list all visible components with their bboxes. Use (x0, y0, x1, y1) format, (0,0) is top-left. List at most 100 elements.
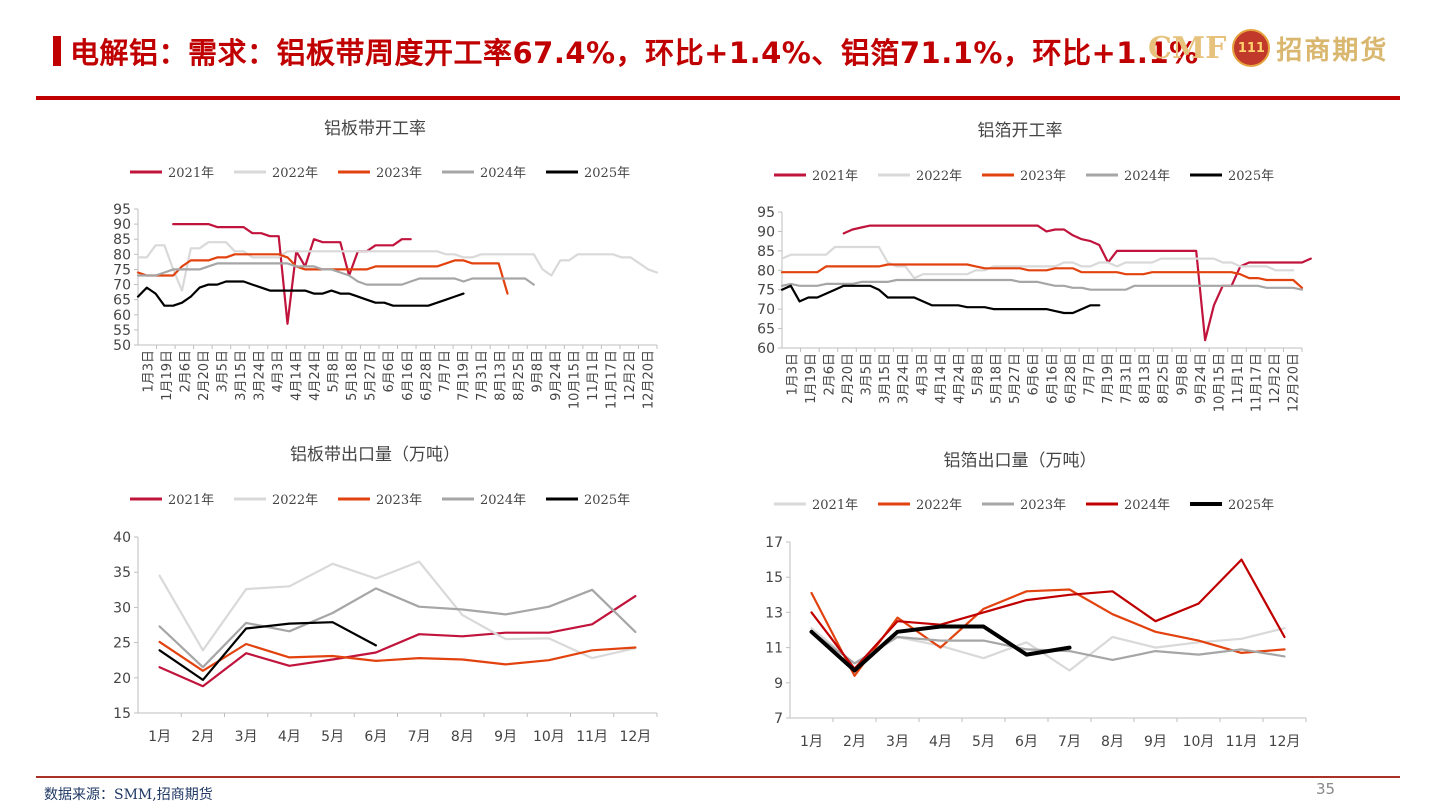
legend-label: 2022年 (272, 493, 318, 508)
chart-foil-operating-rate: 铝箔开工率 2021年 2022年 2023年 2024年 2025年 60 65 70 75 80… (740, 110, 1320, 440)
series-line (158, 621, 377, 681)
x-tick-label: 2月6日 (822, 353, 837, 396)
legend-label: 2025年 (584, 493, 630, 508)
x-tick-label: 2月 (843, 734, 866, 750)
y-tick-label: 15 (765, 570, 783, 586)
x-tick-label: 5月8日 (327, 350, 342, 393)
x-tick-label: 4月3日 (915, 353, 930, 396)
series-line (780, 278, 1304, 291)
x-tick-label: 12月 (1269, 734, 1301, 750)
x-tick-label: 8月 (451, 729, 474, 745)
x-tick-label: 10月 (533, 729, 565, 745)
legend-label: 2021年 (168, 493, 214, 508)
x-tick-label: 4月 (929, 734, 952, 750)
logo-badge-icon: 111 (1232, 29, 1271, 67)
x-tick-label: 3月15日 (234, 350, 249, 401)
y-tick-label: 9 (774, 676, 783, 692)
series-line (172, 223, 412, 325)
y-tick-label: 50 (113, 338, 131, 354)
x-tick-label: 8月13日 (1138, 353, 1153, 404)
x-tick-label: 5月 (972, 734, 995, 750)
x-tick-label: 6月28日 (1064, 353, 1079, 404)
legend-label: 2025年 (584, 166, 630, 181)
x-tick-label: 11月17日 (605, 350, 620, 409)
x-tick-label: 12月2日 (623, 350, 638, 401)
x-tick-label: 5月 (321, 729, 344, 745)
y-tick-label: 60 (757, 341, 775, 357)
series-line (780, 245, 1295, 280)
series-line (810, 558, 1286, 670)
x-tick-label: 2月 (191, 729, 214, 745)
y-tick-label: 13 (765, 605, 783, 621)
x-tick-label: 5月27日 (364, 350, 379, 401)
x-tick-label: 3月24日 (897, 353, 912, 404)
y-tick-label: 95 (757, 205, 775, 221)
x-tick-label: 8月25日 (512, 350, 527, 401)
x-tick-label: 4月14日 (290, 350, 305, 401)
x-tick-label: 1月19日 (160, 350, 175, 401)
y-tick-label: 65 (757, 322, 775, 338)
y-tick-label: 85 (113, 232, 131, 248)
legend-label: 2021年 (812, 498, 858, 513)
x-tick-label: 7月31日 (475, 350, 490, 401)
x-tick-label: 7月31日 (1120, 353, 1135, 404)
legend-label: 2024年 (480, 166, 526, 181)
y-tick-label: 95 (113, 202, 131, 218)
company-logo: CMF 111 招商期货 (1148, 26, 1388, 70)
y-tick-label: 35 (113, 565, 131, 581)
y-tick-label: 17 (765, 535, 783, 551)
x-tick-label: 3月 (886, 734, 909, 750)
x-tick-label: 2月6日 (178, 350, 193, 393)
series-line (158, 560, 637, 660)
x-tick-label: 5月18日 (345, 350, 360, 401)
logo-cmf-text: CMF (1148, 30, 1227, 66)
x-tick-label: 6月 (1015, 734, 1038, 750)
x-tick-label: 1月 (148, 729, 171, 745)
y-tick-label: 25 (113, 636, 131, 652)
x-tick-label: 12月20日 (642, 350, 657, 409)
x-tick-label: 1月3日 (141, 350, 156, 393)
x-tick-label: 11月 (1226, 734, 1258, 750)
x-tick-label: 5月8日 (971, 353, 986, 396)
x-tick-label: 4月 (278, 729, 301, 745)
y-tick-label: 20 (113, 671, 131, 687)
x-tick-label: 10月15日 (1212, 353, 1227, 412)
x-tick-label: 9月8日 (531, 350, 546, 393)
chart-title: 铝板带开工率 (324, 119, 426, 139)
x-tick-label: 7月19日 (1101, 353, 1116, 404)
page-number: 35 (1316, 780, 1336, 798)
legend-label: 2022年 (916, 498, 962, 513)
legend-label: 2023年 (1020, 169, 1066, 184)
series-line (780, 284, 1101, 315)
series-line (158, 595, 637, 688)
legend-label: 2022年 (916, 169, 962, 184)
x-tick-label: 6月 (364, 729, 387, 745)
x-tick-label: 1月 (800, 734, 823, 750)
x-tick-label: 9月24日 (1194, 353, 1209, 404)
x-tick-label: 10月 (1183, 734, 1215, 750)
y-tick-label: 11 (765, 641, 783, 657)
x-tick-label: 2月20日 (841, 353, 856, 404)
x-tick-label: 7月7日 (1082, 353, 1097, 396)
legend-label: 2025年 (1228, 169, 1274, 184)
legend-label: 2025年 (1228, 498, 1274, 513)
x-tick-label: 7月 (408, 729, 431, 745)
x-tick-label: 6月28日 (419, 350, 434, 401)
x-tick-label: 3月15日 (878, 353, 893, 404)
series-line (810, 588, 1286, 677)
series-line (158, 587, 637, 669)
data-source-note: 数据来源：SMM,招商期货 (44, 787, 213, 803)
x-tick-label: 3月5日 (860, 353, 875, 396)
x-tick-label: 4月14日 (934, 353, 949, 404)
y-tick-label: 90 (757, 224, 775, 240)
x-tick-label: 5月18日 (990, 353, 1005, 404)
x-tick-label: 11月 (576, 729, 608, 745)
series-line (809, 624, 1072, 673)
legend-label: 2023年 (1020, 498, 1066, 513)
legend-label: 2022年 (272, 166, 318, 181)
legend-label: 2021年 (812, 169, 858, 184)
x-tick-label: 7月 (1058, 734, 1081, 750)
x-tick-label: 8月13日 (493, 350, 508, 401)
chart-svg: 铝箔出口量（万吨） 2021年 2022年 2023年 2024年 2025年 7 9 11 13… (765, 451, 1307, 750)
x-tick-label: 8月 (1101, 734, 1124, 750)
